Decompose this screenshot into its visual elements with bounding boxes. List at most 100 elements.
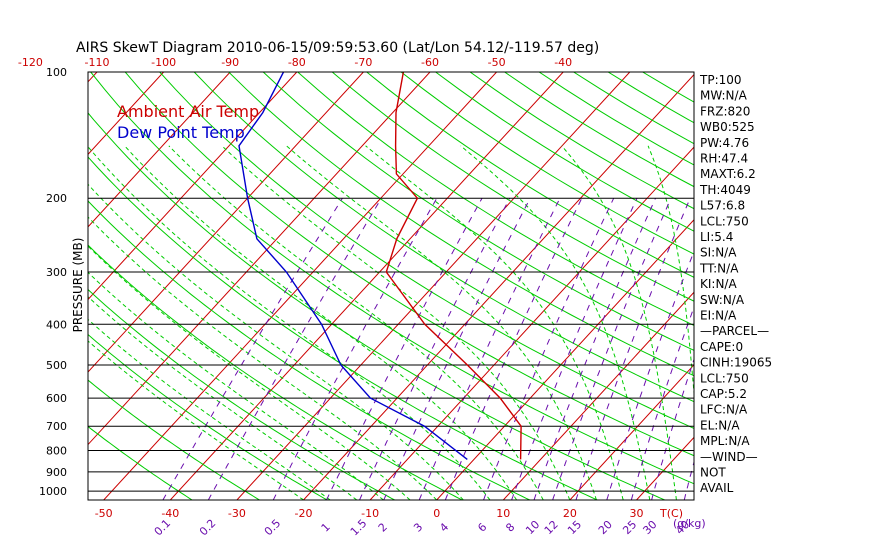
dry-adiabat-line — [262, 72, 694, 351]
isotherm-line — [303, 73, 694, 500]
mixing-ratio-line — [533, 197, 656, 500]
stat-item: TH:4049 — [699, 183, 751, 197]
stat-item: RH:47.4 — [700, 152, 748, 166]
pressure-tick-label: 400 — [46, 318, 67, 331]
pressure-tick-label: 800 — [46, 445, 67, 458]
isotherm-line — [88, 72, 164, 156]
stat-item: SI:N/A — [700, 246, 737, 260]
stat-item: LFC:N/A — [700, 403, 748, 417]
stat-item: TT:N/A — [699, 261, 739, 275]
stat-item: NOT — [700, 466, 726, 480]
bottom-temperature-ticks: -50 -40 -30 -20 -10 0 10 20 30 — [95, 507, 644, 520]
profile-lines — [238, 72, 522, 460]
isotherm-line — [0, 72, 30, 500]
mixing-ratio-tick-label: 0.5 — [262, 517, 284, 539]
pressure-tick-label: 200 — [46, 192, 67, 205]
dry-adiabat-line — [331, 72, 694, 302]
bottom-tick-label: -50 — [95, 507, 113, 520]
top-tick-label: -80 — [288, 56, 306, 69]
top-temperature-ticks: -120 -110 -100 -90 -80 -70 -60 -50 -40 — [18, 56, 572, 69]
stat-item: WB0:525 — [700, 120, 755, 134]
dry-adiabat-line — [400, 72, 694, 255]
dry-adiabat-line — [228, 72, 694, 377]
moist-adiabat-line — [88, 146, 491, 500]
mixing-ratio-tick-label: 2 — [376, 520, 390, 534]
mixing-ratio-tick-label: 20 — [596, 518, 615, 537]
mixing-ratio-lines — [162, 197, 694, 500]
mixing-ratio-unit-text: g/kg — [677, 517, 701, 530]
stat-item: MW:N/A — [700, 89, 748, 103]
pressure-tick-label: 1000 — [39, 485, 67, 498]
stat-item: FRZ:820 — [700, 104, 750, 118]
stat-item: —PARCEL— — [700, 324, 769, 338]
isobar-lines — [88, 72, 694, 492]
dry-adiabat-line — [88, 112, 665, 500]
mixing-ratio-line — [326, 197, 483, 500]
isotherm-line — [88, 72, 298, 301]
dry-adiabat-line — [159, 72, 694, 429]
isotherm-line — [836, 72, 870, 500]
mixing-ratio-tick-label: 25 — [620, 518, 639, 537]
isotherm-line — [502, 291, 694, 500]
isotherm-line — [770, 72, 870, 500]
top-tick-label: -70 — [354, 56, 372, 69]
dry-adiabat-lines — [88, 72, 694, 500]
top-tick-label: -100 — [151, 56, 176, 69]
stat-item: CAPE:0 — [700, 340, 743, 354]
mixing-ratio-tick-label: 10 — [523, 518, 542, 537]
isotherm-line — [103, 72, 497, 500]
stat-item: LCL:750 — [700, 371, 749, 385]
top-tick-label: -120 — [18, 56, 43, 69]
pressure-ticks: 100 200 300 400 500 600 700 800 900 1000 — [39, 66, 67, 498]
dry-adiabat-line — [193, 72, 694, 403]
stat-item: EI:N/A — [700, 309, 737, 323]
dry-adiabat-line — [88, 333, 328, 500]
dry-adiabat-line — [88, 156, 598, 500]
stat-item: SW:N/A — [700, 293, 745, 307]
x-axis-unit: T(C) — [659, 507, 683, 520]
mixing-ratio-tick-label: 6 — [475, 520, 489, 534]
pressure-tick-label: 100 — [46, 66, 67, 79]
stat-item: MPL:N/A — [700, 434, 750, 448]
pressure-tick-label: 600 — [46, 392, 67, 405]
mixing-ratio-line — [606, 250, 694, 500]
mixing-ratio-tick-label: 12 — [542, 518, 561, 537]
pressure-tick-label: 900 — [46, 466, 67, 479]
stat-item: —WIND— — [700, 450, 758, 464]
stat-item: TP:100 — [699, 73, 742, 87]
top-tick-label: -110 — [85, 56, 110, 69]
plot-frame — [87, 71, 695, 501]
dry-adiabat-line — [504, 72, 694, 188]
bottom-tick-label: -40 — [161, 507, 179, 520]
stat-item: LI:5.4 — [700, 230, 733, 244]
top-tick-label: -90 — [221, 56, 239, 69]
isotherm-line — [88, 72, 231, 228]
legend-ambient-air-temp: Ambient Air Temp — [117, 102, 259, 121]
mixing-ratio-line — [383, 197, 531, 500]
bottom-tick-label: -20 — [295, 507, 313, 520]
mixing-ratio-line — [359, 197, 511, 500]
dry-adiabat-line — [124, 72, 694, 457]
legend-dew-point-temp: Dew Point Temp — [117, 123, 245, 142]
bottom-tick-label: -30 — [228, 507, 246, 520]
moist-adiabat-line — [460, 145, 651, 500]
pressure-tick-label: 700 — [46, 420, 67, 433]
mixing-ratio-tick-label: 4 — [437, 520, 451, 534]
pressure-tick-label: 500 — [46, 359, 67, 372]
stat-item: CINH:19065 — [700, 356, 772, 370]
top-tick-label: -60 — [421, 56, 439, 69]
moist-adiabat-line — [88, 183, 464, 500]
top-tick-label: -50 — [488, 56, 506, 69]
mixing-ratio-line — [511, 197, 638, 500]
dry-adiabat-line — [88, 425, 193, 500]
dry-adiabat-line — [435, 72, 694, 232]
dry-adiabat-line — [88, 288, 395, 500]
mixing-ratio-tick-label: 0.2 — [197, 517, 219, 539]
isotherm-lines — [0, 72, 870, 500]
isotherm-line — [88, 72, 431, 446]
mixing-ratio-line — [272, 197, 438, 500]
moist-adiabat-line — [365, 145, 624, 500]
y-axis-label: PRESSURE (MB) — [71, 238, 85, 333]
isotherm-line — [236, 72, 631, 500]
mixing-ratio-line — [651, 357, 694, 500]
